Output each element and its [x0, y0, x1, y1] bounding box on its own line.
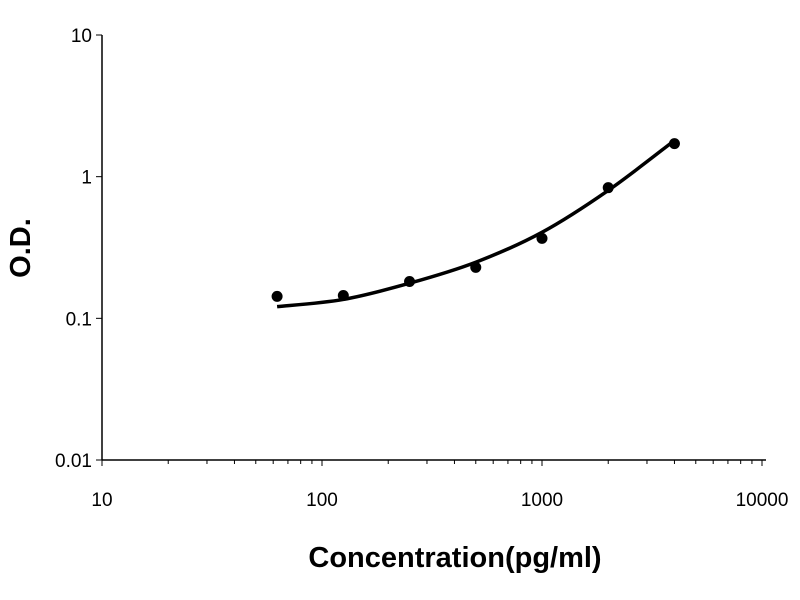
fit-curve [276, 139, 676, 309]
data-point [602, 182, 614, 194]
x-axis-label: Concentration(pg/ml) [308, 542, 601, 574]
data-point [337, 289, 349, 301]
y-tick-label: 1 [81, 168, 92, 189]
axes [96, 34, 766, 466]
x-tick-label: 100 [306, 490, 338, 511]
data-point [271, 290, 283, 302]
data-point [536, 232, 548, 244]
x-tick-label: 10000 [736, 490, 789, 511]
y-tick-label: 0.01 [55, 451, 92, 472]
tick-labels: 10 100 1000 10000 0.01 0.1 1 10 [55, 26, 788, 511]
data-point [668, 138, 680, 150]
y-axis-label: O.D. [5, 218, 37, 278]
x-tick-label: 10 [91, 490, 112, 511]
data-points [271, 138, 680, 302]
y-tick-label: 0.1 [66, 309, 92, 330]
data-point [470, 261, 482, 273]
y-tick-label: 10 [71, 26, 92, 47]
x-tick-label: 1000 [521, 490, 563, 511]
data-point [404, 275, 416, 287]
